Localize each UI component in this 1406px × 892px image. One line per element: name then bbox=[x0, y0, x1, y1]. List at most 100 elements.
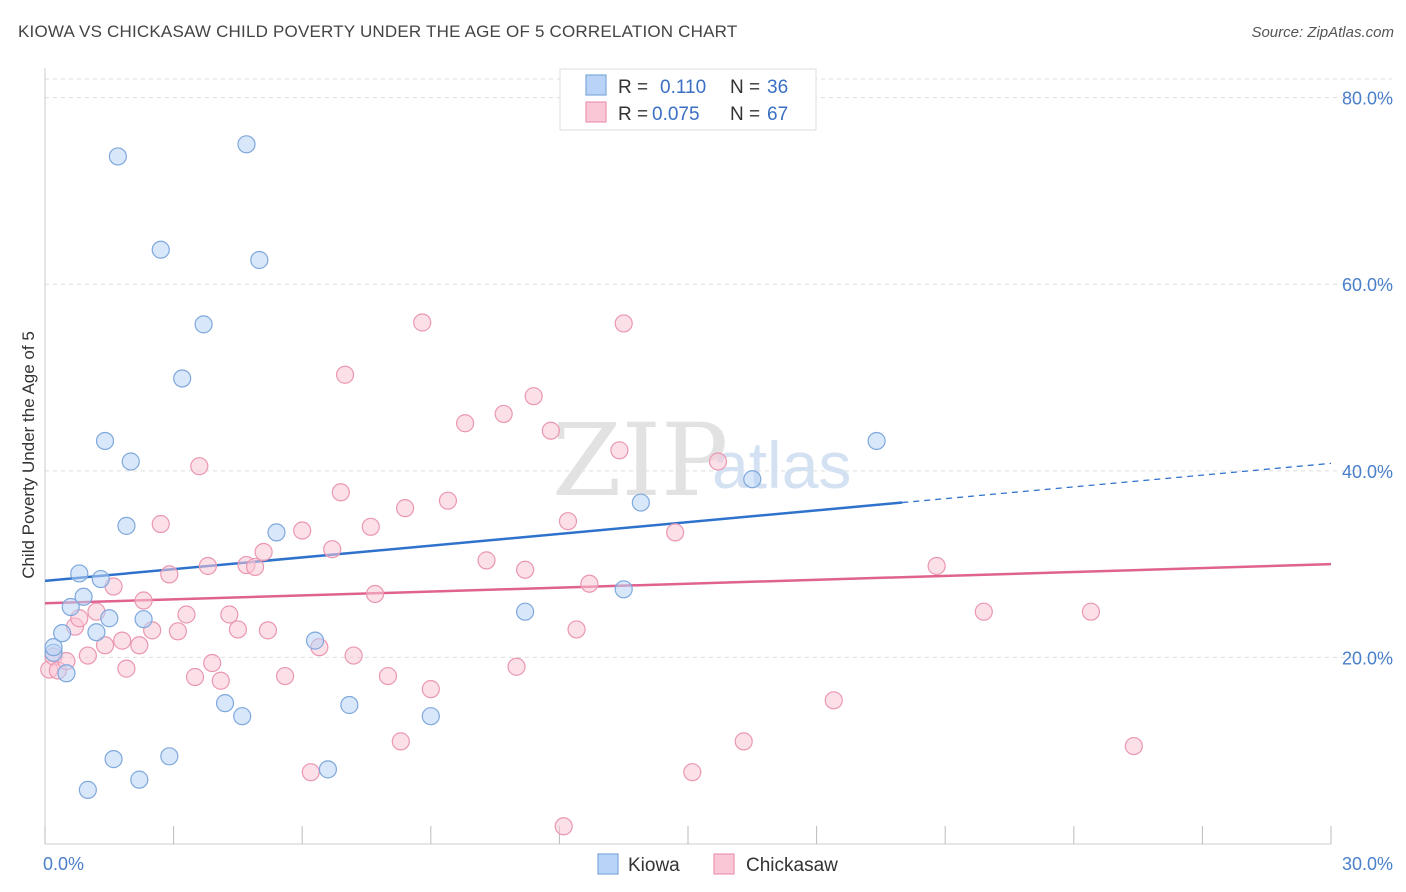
chickasaw-point bbox=[927, 556, 946, 576]
chickasaw-point bbox=[516, 560, 535, 579]
chickasaw-point bbox=[477, 551, 496, 570]
chickasaw-point bbox=[151, 514, 170, 534]
kiowa-point bbox=[53, 624, 72, 643]
chickasaw-point bbox=[245, 557, 265, 577]
legend-chickasaw-swatch bbox=[585, 101, 607, 123]
kiowa-point bbox=[61, 597, 80, 617]
y-tick-label: 40.0% bbox=[1342, 462, 1393, 482]
chickasaw-point bbox=[301, 763, 320, 782]
trend-lines bbox=[44, 462, 1332, 605]
legend-chickasaw-r-label: R = bbox=[618, 104, 648, 125]
chickasaw-point bbox=[117, 659, 136, 678]
kiowa-point bbox=[340, 695, 359, 715]
chickasaw-point bbox=[395, 499, 415, 518]
chickasaw-point bbox=[567, 620, 586, 639]
chickasaw-point bbox=[580, 574, 599, 593]
kiowa-point bbox=[305, 631, 325, 650]
chart-title: KIOWA VS CHICKASAW CHILD POVERTY UNDER T… bbox=[18, 22, 738, 41]
chickasaw-point bbox=[254, 542, 273, 562]
kiowa-point bbox=[631, 493, 650, 512]
kiowa-point bbox=[70, 564, 89, 583]
kiowa-point bbox=[78, 780, 97, 799]
kiowa-point bbox=[318, 760, 338, 779]
chickasaw-trend-line bbox=[44, 562, 1332, 605]
chickasaw-point bbox=[134, 591, 153, 610]
chickasaw-point bbox=[391, 732, 410, 751]
kiowa-point bbox=[215, 694, 235, 713]
chickasaw-point bbox=[335, 365, 355, 384]
kiowa-point bbox=[74, 587, 93, 606]
kiowa-point bbox=[151, 240, 170, 259]
chickasaw-point bbox=[258, 621, 278, 640]
chickasaw-point bbox=[824, 691, 843, 710]
y-tick-label: 20.0% bbox=[1342, 648, 1393, 668]
chickasaw-point bbox=[344, 646, 363, 665]
chickasaw-point bbox=[1081, 602, 1101, 621]
kiowa-point bbox=[743, 470, 762, 489]
kiowa-point bbox=[421, 707, 440, 726]
chickasaw-point bbox=[220, 605, 239, 624]
kiowa-point bbox=[117, 516, 136, 535]
legend-chickasaw-n-label: N = bbox=[730, 104, 760, 125]
chickasaw-point bbox=[708, 452, 728, 471]
legend-chickasaw-r-value: 0.075 bbox=[652, 104, 700, 125]
legend-chickasaw-n-value: 67 bbox=[767, 104, 788, 125]
legend-kiowa-swatch bbox=[585, 74, 607, 96]
chickasaw-point bbox=[293, 521, 312, 540]
kiowa-point bbox=[867, 431, 886, 451]
kiowa-point bbox=[173, 369, 192, 388]
chickasaw-point bbox=[558, 512, 578, 531]
chickasaw-point bbox=[683, 763, 702, 782]
kiowa-point bbox=[160, 747, 179, 766]
kiowa-point bbox=[95, 431, 115, 451]
chickasaw-point bbox=[455, 414, 475, 433]
chickasaw-point bbox=[228, 620, 247, 639]
y-tick-label: 80.0% bbox=[1342, 89, 1393, 109]
chickasaw-point bbox=[185, 667, 205, 687]
chickasaw-point bbox=[130, 636, 149, 655]
chickasaw-point bbox=[78, 646, 97, 665]
chickasaw-point bbox=[198, 556, 217, 576]
chickasaw-point bbox=[494, 404, 513, 424]
chickasaw-point bbox=[177, 605, 196, 624]
chickasaw-point bbox=[413, 313, 432, 332]
chickasaw-point bbox=[1124, 736, 1143, 756]
chickasaw-point bbox=[203, 653, 222, 673]
legend-bottom-chickasaw-label: Chickasaw bbox=[746, 855, 838, 876]
x-tick-label: 30.0% bbox=[1342, 854, 1393, 874]
chickasaw-point bbox=[331, 483, 350, 502]
chickasaw-point bbox=[168, 622, 187, 641]
data-points bbox=[40, 135, 1143, 836]
kiowa-point bbox=[108, 147, 127, 166]
legend-top: R = 0.110 N = 36 R = 0.075 N = 67 bbox=[559, 68, 817, 131]
chickasaw-point bbox=[160, 565, 179, 584]
legend-kiowa-n-label: N = bbox=[730, 77, 760, 98]
legend-bottom-chickasaw-swatch bbox=[713, 853, 735, 875]
axes bbox=[44, 68, 1332, 845]
kiowa-point bbox=[104, 750, 123, 769]
legend-bottom: Kiowa Chickasaw bbox=[597, 853, 838, 876]
chickasaw-point bbox=[95, 636, 115, 655]
tick-labels: 20.0% 40.0% 60.0% 80.0% 0.0% 30.0% bbox=[43, 89, 1393, 874]
chickasaw-point bbox=[113, 631, 132, 650]
chickasaw-point bbox=[610, 441, 629, 460]
legend-bottom-kiowa-swatch bbox=[597, 853, 619, 875]
chickasaw-point bbox=[438, 491, 458, 510]
kiowa-point bbox=[100, 609, 119, 628]
chickasaw-point bbox=[421, 680, 440, 699]
kiowa-point bbox=[250, 250, 269, 270]
kiowa-point bbox=[233, 707, 252, 726]
y-tick-label: 60.0% bbox=[1342, 275, 1393, 295]
kiowa-point bbox=[57, 664, 76, 683]
chickasaw-point bbox=[666, 523, 685, 542]
chickasaw-point bbox=[323, 540, 342, 559]
kiowa-point bbox=[130, 770, 149, 789]
kiowa-point bbox=[87, 623, 106, 642]
chickasaw-point bbox=[734, 732, 753, 751]
legend-kiowa-r-label: R = bbox=[618, 77, 648, 98]
kiowa-point bbox=[194, 315, 213, 334]
chickasaw-point bbox=[507, 657, 526, 676]
source-credit: Source: ZipAtlas.com bbox=[1251, 24, 1394, 41]
kiowa-point bbox=[44, 638, 63, 657]
